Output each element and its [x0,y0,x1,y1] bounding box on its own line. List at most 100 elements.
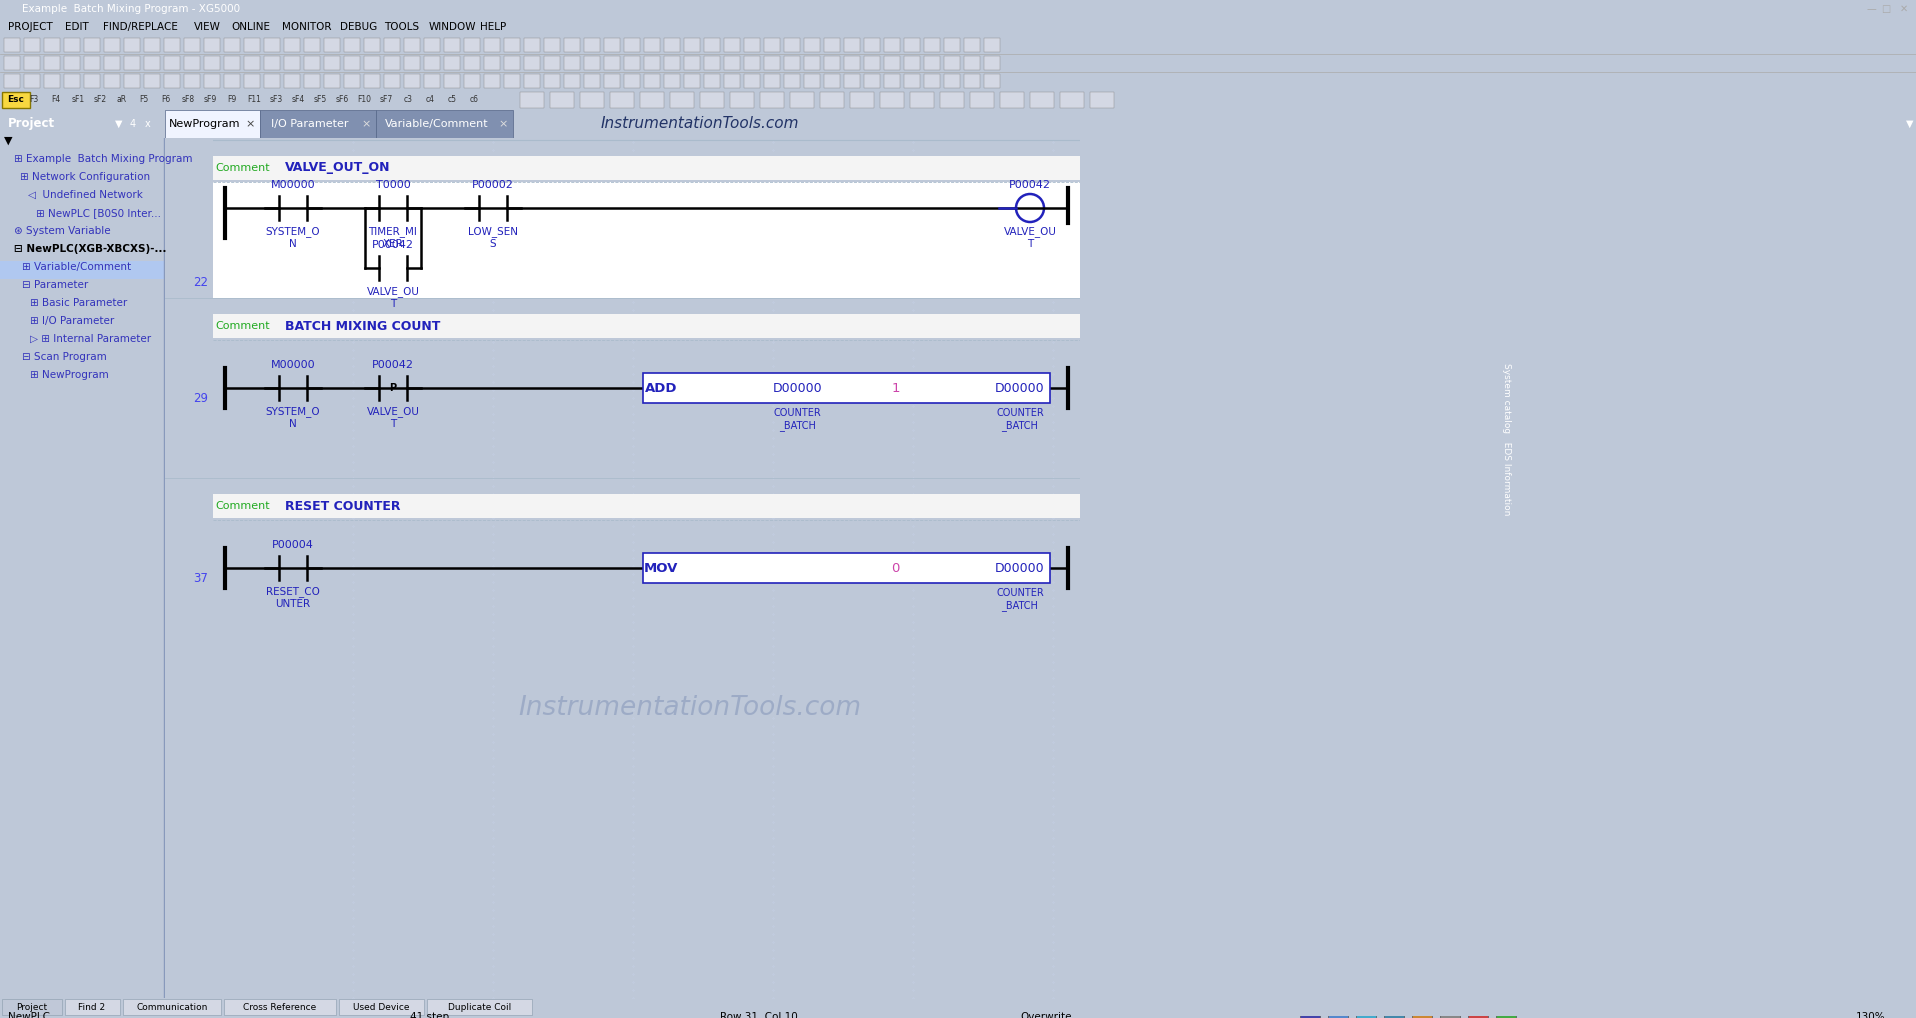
Text: ⊞ NewPLC [B0S0 Inter...: ⊞ NewPLC [B0S0 Inter... [36,208,161,218]
Bar [584,38,600,52]
Bar [784,56,801,70]
Bar [964,74,979,88]
Text: 0: 0 [891,562,899,574]
Bar [213,182,1081,298]
Text: InstrumentationTools.com: InstrumentationTools.com [519,695,862,721]
Bar [25,38,40,52]
Bar [924,56,941,70]
Text: VALVE_OUT_ON: VALVE_OUT_ON [285,162,391,174]
Bar [264,38,280,52]
Bar [625,74,640,88]
Text: Comment: Comment [215,163,270,173]
Text: ⊞ Basic Parameter: ⊞ Basic Parameter [31,298,126,308]
Text: —: — [1866,4,1876,14]
Bar [904,38,920,52]
Text: SYSTEM_O
N: SYSTEM_O N [266,226,320,248]
Text: c4: c4 [425,96,435,105]
Bar [243,74,261,88]
Bar [845,74,860,88]
Text: sF2: sF2 [94,96,107,105]
Bar [985,56,1000,70]
Bar [743,74,761,88]
Text: LOW_SEN
S: LOW_SEN S [468,226,517,248]
Text: SYSTEM_O
N: SYSTEM_O N [266,406,320,429]
Bar [25,74,40,88]
Bar [684,56,699,70]
Bar [604,38,621,52]
Bar [640,92,665,108]
Bar [445,74,460,88]
Bar [63,56,80,70]
Text: MONITOR: MONITOR [282,22,331,32]
Text: M00000: M00000 [270,360,316,370]
Bar [883,38,901,52]
Bar [824,56,839,70]
Bar [945,74,960,88]
Text: ▼: ▼ [4,136,13,146]
Text: 1: 1 [891,382,901,395]
Text: P00042: P00042 [372,360,414,370]
Bar [203,74,220,88]
Bar [904,56,920,70]
Bar [464,38,481,52]
Bar [345,56,360,70]
Bar [879,92,904,108]
Text: ×: × [245,119,255,129]
Bar [1090,92,1113,108]
Bar [1383,1011,1404,1018]
Bar [864,74,879,88]
Bar [584,74,600,88]
Bar [144,38,161,52]
Bar [519,92,544,108]
Text: VALVE_OU
T: VALVE_OU T [1004,226,1056,248]
Bar [1357,1011,1376,1018]
Bar [125,74,140,88]
Bar [671,92,694,108]
Text: sF3: sF3 [270,96,284,105]
Bar [84,74,100,88]
Bar [523,56,540,70]
Text: Variable/Comment: Variable/Comment [385,119,489,129]
Bar [243,56,261,70]
Bar [125,38,140,52]
Text: sF6: sF6 [335,96,349,105]
Text: sF7: sF7 [379,96,393,105]
Bar [851,92,874,108]
Text: NewPLC: NewPLC [8,1012,50,1018]
Text: Overwrite: Overwrite [1019,1012,1071,1018]
Bar [945,38,960,52]
Bar [604,56,621,70]
Bar [1412,1011,1431,1018]
Bar [904,74,920,88]
Text: sF8: sF8 [182,96,195,105]
Bar [789,92,814,108]
Bar [63,74,80,88]
Bar [261,110,376,138]
Bar [284,74,301,88]
Bar [625,56,640,70]
Bar [625,38,640,52]
Bar [423,38,441,52]
Bar [404,56,420,70]
Bar [764,74,780,88]
Bar [724,56,740,70]
Text: Example  Batch Mixing Program - XG5000: Example Batch Mixing Program - XG5000 [21,4,240,14]
Bar [125,56,140,70]
Bar [985,74,1000,88]
Bar [1000,92,1023,108]
Bar [464,74,481,88]
Text: ◁  Undefined Network: ◁ Undefined Network [29,190,144,200]
Bar [945,56,960,70]
Text: BATCH MIXING COUNT: BATCH MIXING COUNT [285,320,441,333]
Bar [883,74,901,88]
Bar [376,110,513,138]
Bar [284,38,301,52]
Text: sF5: sF5 [314,96,326,105]
Bar [4,38,19,52]
Bar [563,74,581,88]
Text: F6: F6 [161,96,171,105]
Text: 41 step: 41 step [410,1012,448,1018]
Bar [224,74,240,88]
Text: ⊞ I/O Parameter: ⊞ I/O Parameter [31,316,115,326]
Bar [604,74,621,88]
